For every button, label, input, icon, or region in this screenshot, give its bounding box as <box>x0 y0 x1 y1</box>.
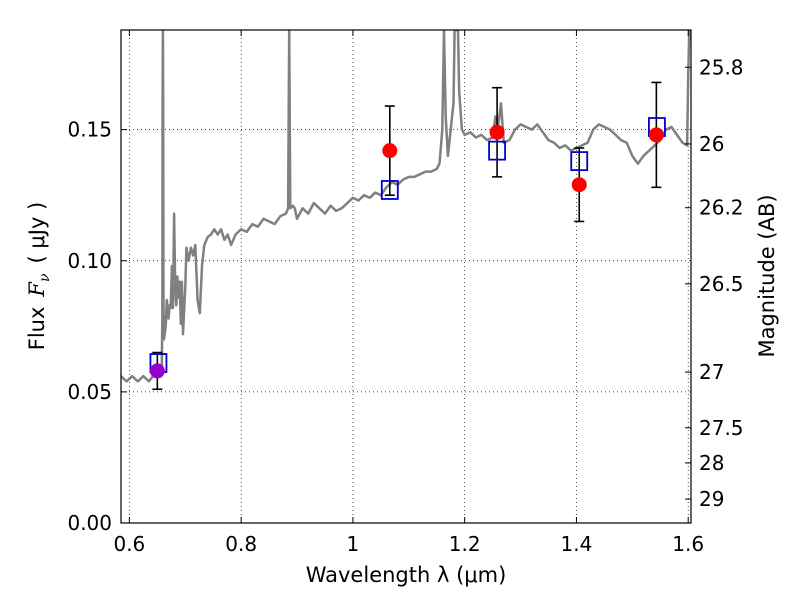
model-photometry-square <box>570 151 589 172</box>
axis-ticks: 0.6 0.8 1 1.2 1.4 1.6 0.00 0.05 0.10 0.15 25.8 26 26… <box>67 30 744 556</box>
y2-tick-label: 27.5 <box>699 416 744 440</box>
y2-tick-label: 26.5 <box>699 272 744 296</box>
plot-frame <box>120 29 692 524</box>
y-axis-title-symbol: F <box>25 281 49 298</box>
y-tick-label: 0.05 <box>67 380 112 404</box>
plot-area <box>121 30 691 391</box>
spectrum-line <box>121 30 691 383</box>
data-point <box>571 177 587 193</box>
data-point <box>648 127 664 143</box>
x-tick-label: 1 <box>347 532 360 556</box>
y2-tick-label: 26.2 <box>699 196 744 220</box>
x-tick-label: 1.2 <box>449 532 481 556</box>
y-tick-label: 0.10 <box>67 249 112 273</box>
y2-tick-label: 28 <box>699 451 724 475</box>
y-axis-title-subscript: ν <box>37 273 53 282</box>
x-axis-title: Wavelength λ (μm) <box>306 563 507 587</box>
x-tick-label: 0.8 <box>225 532 257 556</box>
x-tick-label: 1.6 <box>672 532 704 556</box>
y-tick-label: 0.00 <box>67 511 112 535</box>
data-point <box>149 363 165 379</box>
y2-tick-label: 26 <box>699 132 724 156</box>
y-axis-title-unit: ( μJy ) <box>25 202 49 264</box>
y2-tick-label: 27 <box>699 360 724 384</box>
data-point <box>382 143 398 159</box>
data-point <box>489 124 505 140</box>
model-photometry-square <box>380 180 399 200</box>
grid <box>121 30 691 524</box>
y2-tick-label: 29 <box>699 487 724 511</box>
y2-axis-title: Magnitude (AB) <box>755 194 779 357</box>
y-axis-title: Flux Fν ( μJy ) <box>25 202 53 350</box>
y-tick-label: 0.15 <box>67 118 112 142</box>
model-photometry-square <box>488 140 506 161</box>
x-tick-label: 1.4 <box>561 532 593 556</box>
y-axis-title-prefix: Flux <box>25 307 49 351</box>
y2-tick-label: 25.8 <box>699 55 744 79</box>
x-tick-label: 0.6 <box>113 532 145 556</box>
